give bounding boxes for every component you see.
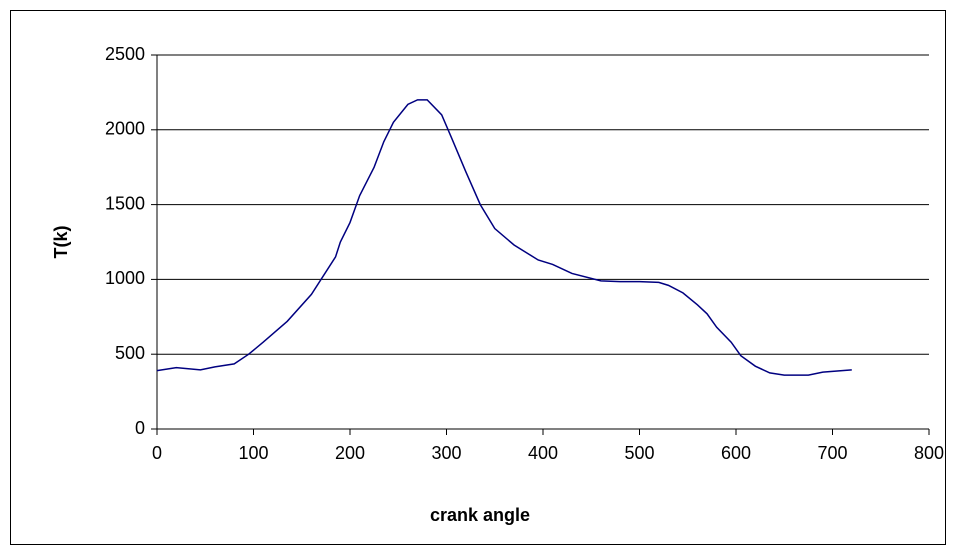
x-tick-label: 100 [238, 443, 268, 463]
data-line [156, 99, 852, 376]
y-tick-label: 2000 [105, 119, 145, 139]
x-tick-label: 600 [721, 443, 751, 463]
y-tick-label: 500 [115, 343, 145, 363]
y-tick-label: 0 [135, 418, 145, 438]
x-tick-label: 200 [335, 443, 365, 463]
x-tick-label: 700 [817, 443, 847, 463]
y-tick-label: 2500 [105, 44, 145, 64]
x-axis-label: crank angle [430, 505, 530, 525]
x-tick-label: 0 [152, 443, 162, 463]
x-tick-label: 800 [914, 443, 944, 463]
y-axis-label: T(k) [51, 226, 71, 259]
y-tick-label: 1000 [105, 268, 145, 288]
x-tick-label: 300 [431, 443, 461, 463]
x-tick-label: 500 [624, 443, 654, 463]
x-tick-label: 400 [528, 443, 558, 463]
y-tick-label: 1500 [105, 193, 145, 213]
chart-frame [10, 10, 946, 545]
